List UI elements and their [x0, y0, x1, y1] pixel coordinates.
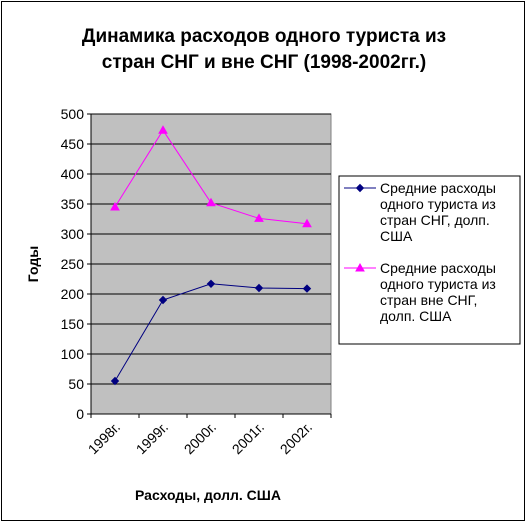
chart-title-line-2: стран СНГ и вне СНГ (1998-2002гг.): [102, 52, 426, 73]
x-tick-label: 2000г.: [181, 419, 219, 457]
y-axis-title: Годы: [25, 246, 41, 282]
legend-label: стран вне СНГ,: [380, 292, 477, 308]
data-point-series-2: [110, 201, 120, 211]
x-tick-label: 1998г.: [85, 419, 123, 457]
y-tick-label: 450: [61, 136, 85, 152]
legend-label: долп. США: [380, 308, 452, 324]
data-point-series-2: [158, 125, 168, 134]
data-point-series-2: [206, 197, 216, 207]
legend-label: Средние расходы: [380, 260, 496, 276]
x-tick-labels: 1998г. 1999г. 2000г. 2001г. 2002г.: [85, 419, 315, 457]
data-point-series-1: [206, 279, 216, 289]
x-tick-label: 1999г.: [133, 419, 171, 457]
y-tick-label: 350: [61, 196, 85, 212]
chart-title: Динамика расходов одного туриста из стра…: [82, 26, 446, 73]
y-tick-label: 150: [61, 316, 85, 332]
y-tick-label: 0: [76, 406, 84, 422]
data-point-series-1: [110, 376, 120, 386]
data-point-series-2: [254, 213, 264, 222]
x-axis-title: Расходы, долл. США: [135, 487, 281, 503]
y-tick-label: 200: [61, 286, 85, 302]
series-group: [110, 125, 312, 386]
x-tick-label: 2001г.: [229, 419, 267, 457]
legend-box: [338, 175, 521, 345]
chart-title-line-1: Динамика расходов одного туриста из: [82, 26, 446, 47]
legend-label: одного туриста из: [380, 276, 496, 292]
y-tick-label: 300: [61, 226, 85, 242]
legend-label: США: [380, 228, 413, 244]
x-tick-label: 2002г.: [277, 419, 315, 457]
y-tick-label: 500: [61, 106, 85, 122]
data-point-series-1: [254, 283, 264, 293]
legend-swatch-marker: [355, 262, 365, 272]
y-tick-label: 50: [68, 376, 84, 392]
legend-label: стран СНГ, долп.: [380, 212, 490, 228]
data-point-series-1: [302, 284, 312, 293]
y-tick-labels: 0 50 100 150 200 250 300 350 400 450 500: [61, 106, 85, 422]
legend-swatch-marker: [355, 183, 365, 193]
data-point-series-2: [302, 218, 312, 228]
legend-label: Средние расходы: [380, 180, 496, 196]
axes: [87, 113, 332, 418]
gridlines: [91, 113, 331, 385]
y-tick-label: 100: [61, 346, 85, 362]
data-point-series-1: [158, 295, 168, 305]
y-tick-label: 400: [61, 166, 85, 182]
legend-label: одного туриста из: [380, 196, 496, 212]
y-tick-label: 250: [61, 256, 85, 272]
